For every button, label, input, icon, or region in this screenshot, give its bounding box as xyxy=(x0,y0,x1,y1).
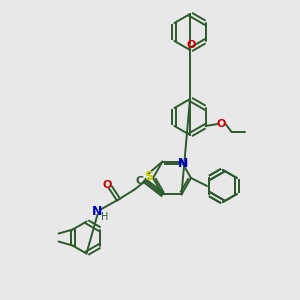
Text: O: O xyxy=(103,179,112,190)
Text: N: N xyxy=(178,157,189,170)
Text: N: N xyxy=(92,205,103,218)
Text: H: H xyxy=(101,212,108,221)
Text: C: C xyxy=(135,176,144,187)
Text: S: S xyxy=(144,170,153,183)
Text: O: O xyxy=(186,40,196,50)
Text: O: O xyxy=(217,119,226,129)
